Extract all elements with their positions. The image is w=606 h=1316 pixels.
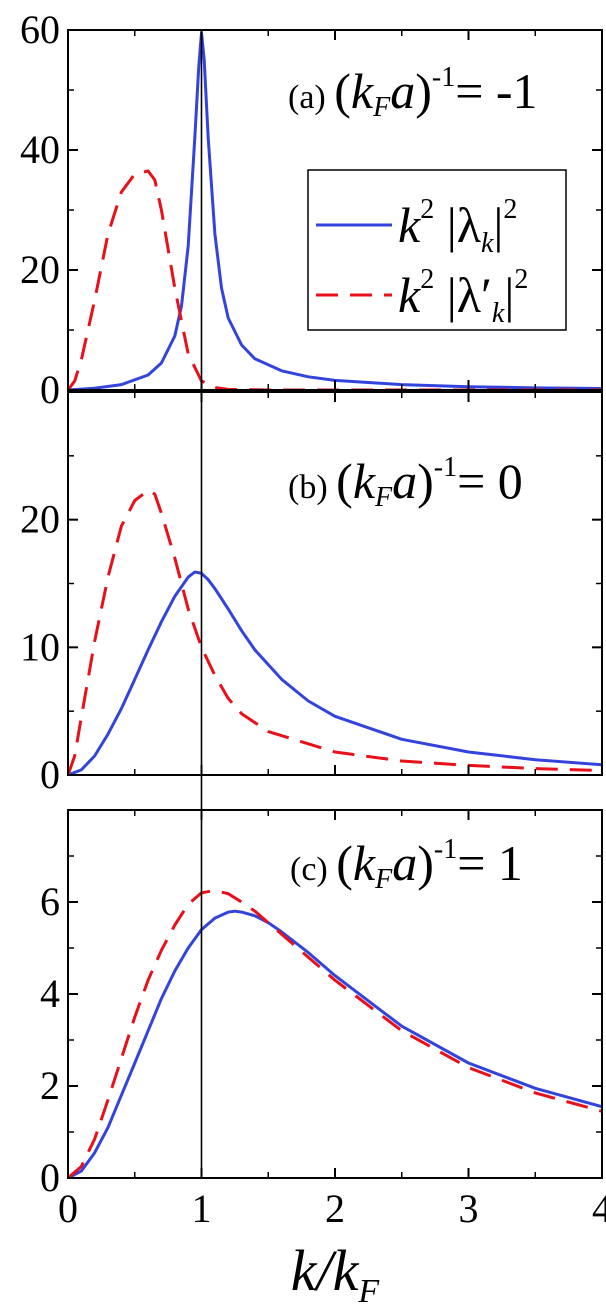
legend-label-k2_lambda_prime: k2 |λ′k|2 [398,264,528,329]
x-tick-label: 2 [325,1186,345,1231]
y-tick-label: 6 [40,879,60,924]
x-tick-label: 3 [459,1186,479,1231]
y-tick-label: 4 [40,971,60,1016]
legend-frame [307,169,567,331]
series-k2_lambda_prime-line [68,169,602,390]
y-tick-label: 20 [20,247,60,292]
y-tick-label: 0 [40,1155,60,1200]
y-tick-label: 0 [40,367,60,412]
series-k2_lambda_prime-line [68,889,602,1178]
x-tick-label: 0 [58,1186,78,1231]
panel-label-c: (c) (kFa)-1= 1 [290,834,523,895]
series-k2_lambda-line [68,570,602,775]
panel-c: 0 2 4 6 (c) (kFa)-1= 1 [40,809,603,1200]
y-tick-label: 0 [40,752,60,797]
series-k2_lambda-line [68,909,602,1178]
legend: k2 |λk|2k2 |λ′k|2 [307,169,567,331]
y-tick-label: 10 [20,624,60,669]
y-tick-label: 20 [20,497,60,542]
legend-label-k2_lambda: k2 |λk|2 [398,194,517,259]
panel-label-b: (b) (kFa)-1= 0 [288,452,523,513]
y-tick-label: 2 [40,1063,60,1108]
panel-b: 0 10 20 (b) (kFa)-1= 0 [20,391,603,797]
x-axis-label: k/kF [291,1238,381,1310]
y-tick-label: 40 [20,127,60,172]
x-tick-label: 4 [592,1186,606,1231]
y-tick-label: 60 [20,7,60,52]
series-k2_lambda_prime-line [68,488,602,775]
x-tick-label: 1 [192,1186,212,1231]
panel-a: 0 20 40 60 (a) (kFa)-1= -1 [20,7,603,412]
panel-label-a: (a) (kFa)-1= -1 [288,62,538,123]
